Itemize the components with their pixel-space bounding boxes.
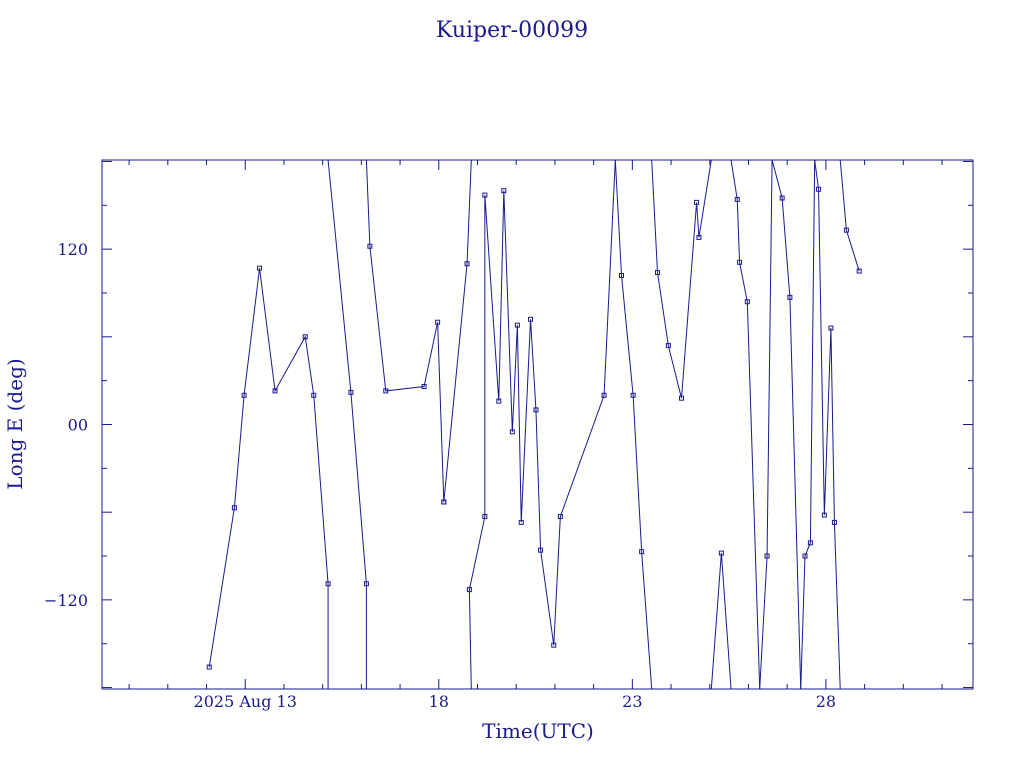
series-line-12 [814,159,841,690]
data-point [734,196,740,202]
x-tick-label: 2025 Aug 13 [194,692,297,711]
x-axis-label: Time(UTC) [482,719,594,743]
data-point [257,265,263,271]
data-point [363,581,369,587]
series-line-5 [614,159,653,690]
data-point [528,316,534,322]
data-point [482,192,488,198]
chart-title: Kuiper-00099 [436,18,588,43]
data-point [843,227,849,233]
tick-labels: 2025 Aug 13 18 23 28 120 00 −120 [44,240,836,711]
data-point [737,259,743,265]
axis-ticks [102,160,973,689]
data-point [696,234,702,240]
data-point [501,188,507,194]
data-point [367,243,373,249]
data-point [302,334,308,340]
data-point [241,392,247,398]
series-line-8 [730,159,761,690]
data-point [435,319,441,325]
series-line-3 [365,159,472,502]
series-line-7 [710,553,732,690]
data-point [779,195,785,201]
data-point [787,294,793,300]
data-point [231,505,237,511]
data-point [639,549,645,555]
data-point [514,322,520,328]
series-line-1 [208,268,329,689]
data-point [807,540,813,546]
data-point [665,343,671,349]
data-point [496,398,502,404]
x-tick-label: 18 [429,692,449,711]
data-point [272,388,278,394]
y-axis-label: Long E (deg) [3,358,27,489]
data-point [802,553,808,559]
data-point [744,299,750,305]
y-tick-label: −120 [44,591,88,610]
data-point [348,389,354,395]
plot-frame [101,159,974,690]
data-point [441,499,447,505]
data-point [764,553,770,559]
x-tick-label: 28 [816,692,836,711]
series-line-2 [327,159,367,689]
x-tick-label: 23 [622,692,642,711]
data-point [630,392,636,398]
data-point [619,272,625,278]
data-point [557,514,563,520]
y-tick-label: 120 [57,240,88,259]
data-point [821,512,827,518]
data-point [464,261,470,267]
series-line-9 [759,159,773,690]
data-point [383,388,389,394]
data-point [325,581,331,587]
data-point [311,392,317,398]
data-point [679,395,685,401]
data-point [466,587,472,593]
series-line-4 [468,159,616,690]
data-point [551,642,557,648]
data-point [828,325,834,331]
series-line-13 [839,159,860,272]
data-point [655,270,661,276]
series-line-11 [800,159,816,690]
data-point [856,268,862,274]
data-point [718,550,724,556]
data-point [509,429,515,435]
data-point [482,514,488,520]
series-group [206,159,862,690]
series-line-6 [651,159,712,399]
data-point [538,547,544,553]
data-point [518,519,524,525]
data-point [816,186,822,192]
data-point [421,384,427,390]
data-point [831,519,837,525]
series-line-10 [771,159,802,690]
data-point [694,199,700,205]
data-point [601,392,607,398]
data-point [206,664,212,670]
data-point [533,407,539,413]
y-tick-label: 00 [68,416,88,435]
